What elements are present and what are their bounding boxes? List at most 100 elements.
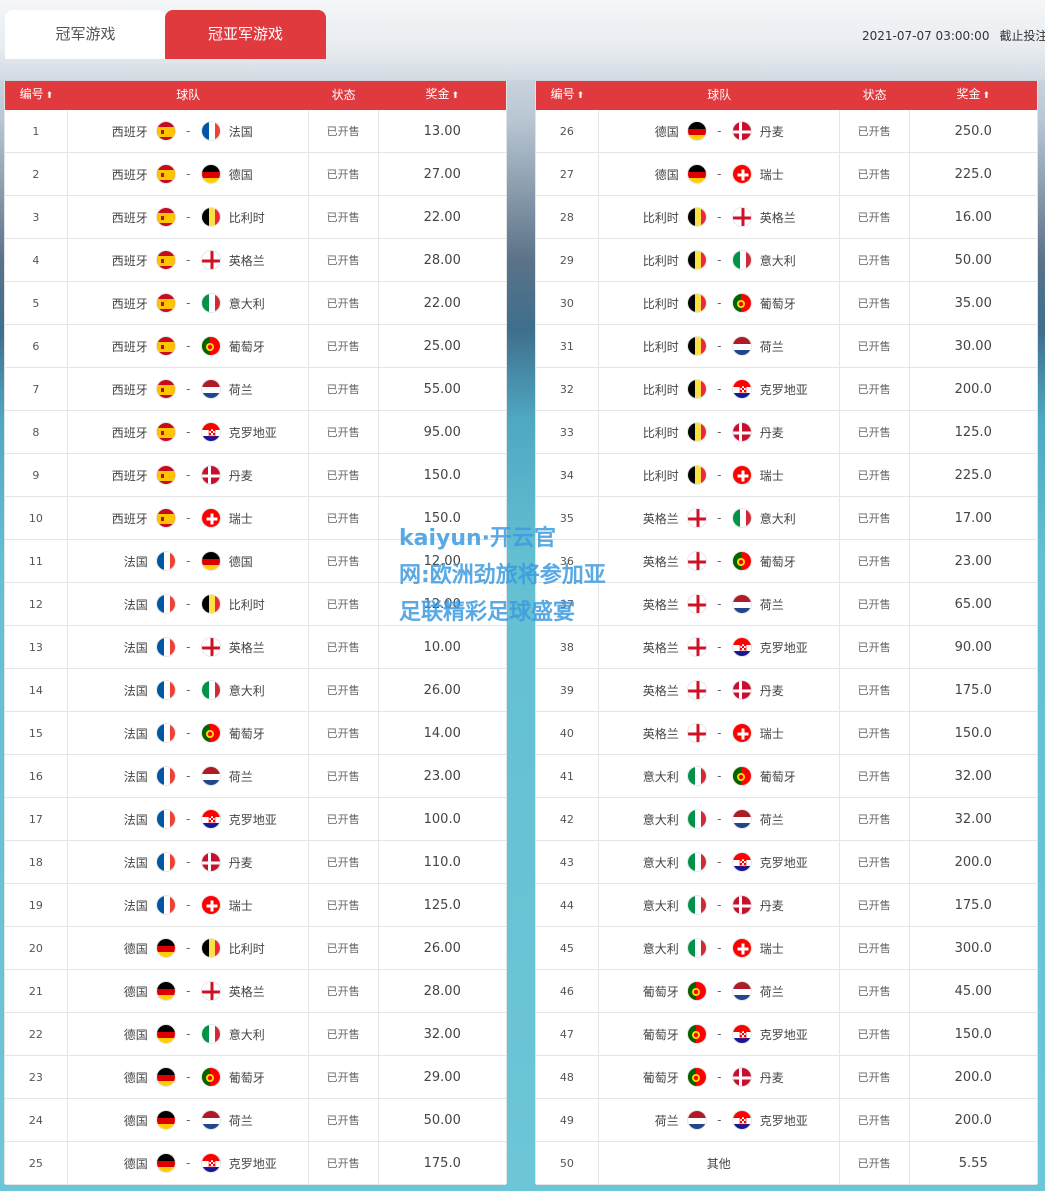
team-a-name: 西班牙 xyxy=(111,425,148,440)
spain-flag-icon xyxy=(155,465,176,485)
france-flag-icon xyxy=(155,895,176,915)
table-row[interactable]: 27 德国 - 瑞士 已开售 225.0 xyxy=(536,153,1037,196)
table-row[interactable]: 49 荷兰 - 克罗地亚 已开售 200.0 xyxy=(536,1099,1037,1142)
table-row[interactable]: 16 法国 - 荷兰 已开售 23.00 xyxy=(5,755,506,798)
header-prize[interactable]: 奖金 ⬆ xyxy=(425,87,460,101)
table-row[interactable]: 42 意大利 - 荷兰 已开售 32.00 xyxy=(536,798,1037,841)
header-id[interactable]: 编号 ⬆ xyxy=(19,87,54,101)
team-b-name: 意大利 xyxy=(228,1027,265,1042)
row-prize: 22.00 xyxy=(423,295,461,311)
vs-dash: - xyxy=(717,1113,722,1127)
vs-dash: - xyxy=(717,124,722,138)
table-row[interactable]: 21 德国 - 英格兰 已开售 28.00 xyxy=(5,970,506,1013)
row-id: 50 xyxy=(536,1142,599,1184)
row-id: 3 xyxy=(5,196,68,238)
table-row[interactable]: 7 西班牙 - 荷兰 已开售 55.00 xyxy=(5,368,506,411)
table-row[interactable]: 24 德国 - 荷兰 已开售 50.00 xyxy=(5,1099,506,1142)
table-row[interactable]: 32 比利时 - 克罗地亚 已开售 200.0 xyxy=(536,368,1037,411)
table-row[interactable]: 28 比利时 - 英格兰 已开售 16.00 xyxy=(536,196,1037,239)
table-row[interactable]: 37 英格兰 - 荷兰 已开售 65.00 xyxy=(536,583,1037,626)
row-status: 已开售 xyxy=(309,841,379,883)
table-row[interactable]: 33 比利时 - 丹麦 已开售 125.0 xyxy=(536,411,1037,454)
row-status: 已开售 xyxy=(309,626,379,668)
team-a-name: 荷兰 xyxy=(654,1113,679,1128)
table-row[interactable]: 45 意大利 - 瑞士 已开售 300.0 xyxy=(536,927,1037,970)
row-prize: 225.0 xyxy=(954,467,992,483)
table-row[interactable]: 6 西班牙 - 葡萄牙 已开售 25.00 xyxy=(5,325,506,368)
table-row[interactable]: 26 德国 - 丹麦 已开售 250.0 xyxy=(536,110,1037,153)
table-row[interactable]: 10 西班牙 - 瑞士 已开售 150.0 xyxy=(5,497,506,540)
row-status: 已开售 xyxy=(309,239,379,281)
denmark-flag-icon xyxy=(731,422,752,442)
team-a-name: 西班牙 xyxy=(111,167,148,182)
portugal-flag-icon xyxy=(731,551,752,571)
table-row[interactable]: 34 比利时 - 瑞士 已开售 225.0 xyxy=(536,454,1037,497)
sort-arrow-icon: ⬆ xyxy=(45,91,54,101)
table-row[interactable]: 18 法国 - 丹麦 已开售 110.0 xyxy=(5,841,506,884)
england-flag-icon xyxy=(686,594,707,614)
table-row[interactable]: 35 英格兰 - 意大利 已开售 17.00 xyxy=(536,497,1037,540)
table-row[interactable]: 22 德国 - 意大利 已开售 32.00 xyxy=(5,1013,506,1056)
table-row[interactable]: 47 葡萄牙 - 克罗地亚 已开售 150.0 xyxy=(536,1013,1037,1056)
tab-champion-game[interactable]: 冠军游戏 xyxy=(5,10,166,59)
team-b-name: 荷兰 xyxy=(759,597,784,612)
table-row[interactable]: 38 英格兰 - 克罗地亚 已开售 90.00 xyxy=(536,626,1037,669)
table-row[interactable]: 46 葡萄牙 - 荷兰 已开售 45.00 xyxy=(536,970,1037,1013)
table-row[interactable]: 41 意大利 - 葡萄牙 已开售 32.00 xyxy=(536,755,1037,798)
table-row[interactable]: 36 英格兰 - 葡萄牙 已开售 23.00 xyxy=(536,540,1037,583)
table-row[interactable]: 17 法国 - 克罗地亚 已开售 100.0 xyxy=(5,798,506,841)
team-b-name: 丹麦 xyxy=(759,425,784,440)
table-row[interactable]: 3 西班牙 - 比利时 已开售 22.00 xyxy=(5,196,506,239)
team-b-name: 克罗地亚 xyxy=(228,812,277,827)
row-team: 德国 - 克罗地亚 xyxy=(68,1142,309,1184)
table-row[interactable]: 13 法国 - 英格兰 已开售 10.00 xyxy=(5,626,506,669)
table-row[interactable]: 11 法国 - 德国 已开售 12.00 xyxy=(5,540,506,583)
team-a-name: 葡萄牙 xyxy=(642,1070,679,1085)
table-row[interactable]: 39 英格兰 - 丹麦 已开售 175.0 xyxy=(536,669,1037,712)
table-row[interactable]: 44 意大利 - 丹麦 已开售 175.0 xyxy=(536,884,1037,927)
table-row[interactable]: 19 法国 - 瑞士 已开售 125.0 xyxy=(5,884,506,927)
team-b-name: 英格兰 xyxy=(228,984,265,999)
row-status: 已开售 xyxy=(840,196,910,238)
header-prize[interactable]: 奖金 ⬆ xyxy=(956,87,991,101)
row-id: 14 xyxy=(5,669,68,711)
table-row[interactable]: 1 西班牙 - 法国 已开售 13.00 xyxy=(5,110,506,153)
table-row[interactable]: 50 其他 已开售 5.55 xyxy=(536,1142,1037,1185)
portugal-flag-icon xyxy=(731,766,752,786)
table-row[interactable]: 12 法国 - 比利时 已开售 12.00 xyxy=(5,583,506,626)
team-b-name: 克罗地亚 xyxy=(759,1027,808,1042)
team-a-name: 比利时 xyxy=(642,296,679,311)
row-id: 32 xyxy=(536,368,599,410)
table-row[interactable]: 40 英格兰 - 瑞士 已开售 150.0 xyxy=(536,712,1037,755)
table-row[interactable]: 14 法国 - 意大利 已开售 26.00 xyxy=(5,669,506,712)
row-id: 9 xyxy=(5,454,68,496)
table-row[interactable]: 25 德国 - 克罗地亚 已开售 175.0 xyxy=(5,1142,506,1185)
table-row[interactable]: 31 比利时 - 荷兰 已开售 30.00 xyxy=(536,325,1037,368)
row-team: 德国 - 英格兰 xyxy=(68,970,309,1012)
team-b-name: 荷兰 xyxy=(759,984,784,999)
table-row[interactable]: 2 西班牙 - 德国 已开售 27.00 xyxy=(5,153,506,196)
row-prize: 150.0 xyxy=(423,510,461,526)
table-row[interactable]: 23 德国 - 葡萄牙 已开售 29.00 xyxy=(5,1056,506,1099)
table-header: 编号 ⬆ 球队 状态 奖金 ⬆ xyxy=(536,81,1037,110)
team-a-name: 德国 xyxy=(123,984,148,999)
tab-champion-runnerup-game[interactable]: 冠亚军游戏 xyxy=(165,10,326,59)
table-row[interactable]: 29 比利时 - 意大利 已开售 50.00 xyxy=(536,239,1037,282)
table-row[interactable]: 48 葡萄牙 - 丹麦 已开售 200.0 xyxy=(536,1056,1037,1099)
table-row[interactable]: 30 比利时 - 葡萄牙 已开售 35.00 xyxy=(536,282,1037,325)
vs-dash: - xyxy=(186,554,191,568)
team-a-name: 英格兰 xyxy=(642,597,679,612)
table-row[interactable]: 8 西班牙 - 克罗地亚 已开售 95.00 xyxy=(5,411,506,454)
header-team: 球队 xyxy=(707,88,732,102)
table-row[interactable]: 4 西班牙 - 英格兰 已开售 28.00 xyxy=(5,239,506,282)
table-row[interactable]: 20 德国 - 比利时 已开售 26.00 xyxy=(5,927,506,970)
table-row[interactable]: 5 西班牙 - 意大利 已开售 22.00 xyxy=(5,282,506,325)
table-row[interactable]: 43 意大利 - 克罗地亚 已开售 200.0 xyxy=(536,841,1037,884)
table-row[interactable]: 15 法国 - 葡萄牙 已开售 14.00 xyxy=(5,712,506,755)
team-a-name: 法国 xyxy=(123,554,148,569)
row-team: 英格兰 - 丹麦 xyxy=(599,669,840,711)
row-id: 33 xyxy=(536,411,599,453)
header-id[interactable]: 编号 ⬆ xyxy=(550,87,585,101)
table-row[interactable]: 9 西班牙 - 丹麦 已开售 150.0 xyxy=(5,454,506,497)
row-team: 西班牙 - 荷兰 xyxy=(68,368,309,410)
